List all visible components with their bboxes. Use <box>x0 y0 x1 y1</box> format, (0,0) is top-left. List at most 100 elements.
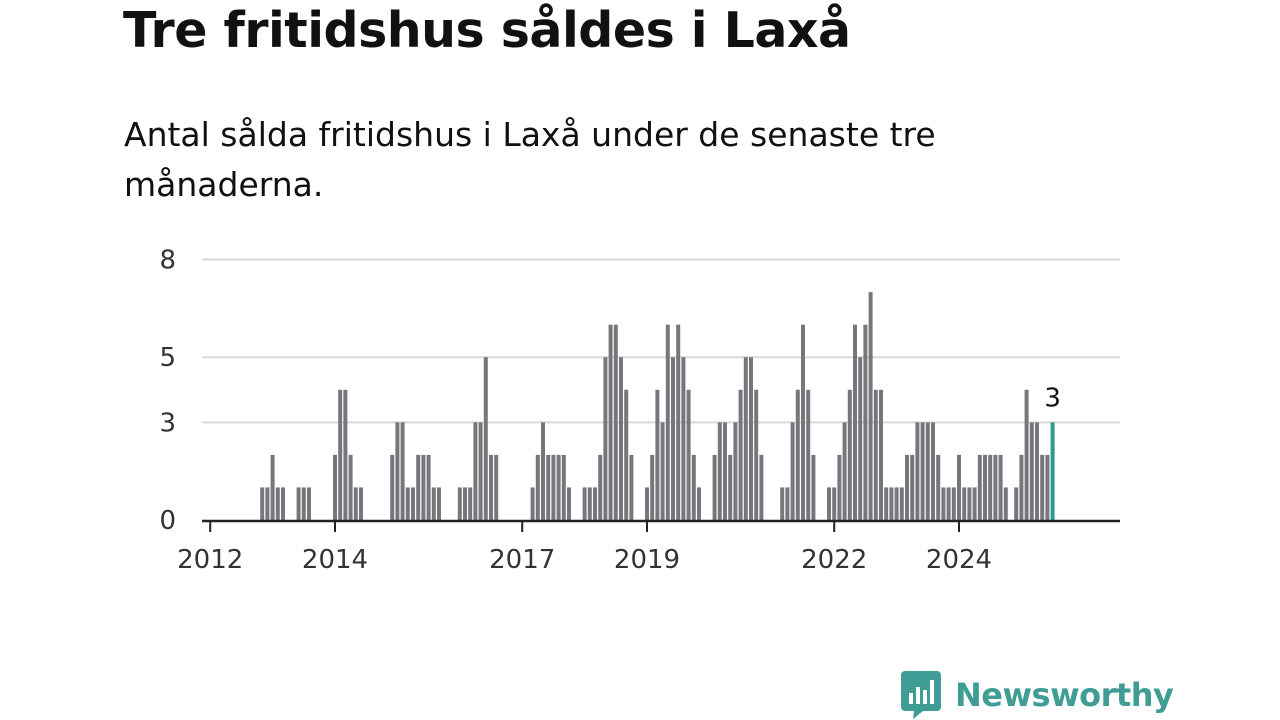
bar <box>946 487 951 520</box>
bar <box>535 454 540 520</box>
bar <box>587 487 592 520</box>
bar <box>915 422 920 520</box>
bar <box>728 454 733 520</box>
bar <box>977 454 982 520</box>
y-tick-label: 8 <box>159 246 176 276</box>
bar <box>853 324 857 520</box>
bar <box>925 422 930 520</box>
bar <box>957 454 961 520</box>
bar <box>790 422 795 520</box>
bar <box>301 487 306 520</box>
bar <box>494 454 499 520</box>
bar <box>936 454 941 520</box>
bar <box>743 357 748 520</box>
bar <box>395 422 400 520</box>
bar <box>998 454 1003 520</box>
bar <box>608 324 613 520</box>
chart-title: Tre fritidshus såldes i Laxå <box>123 2 851 59</box>
bar <box>457 487 462 520</box>
bar <box>899 487 904 520</box>
bar <box>598 454 603 520</box>
bar <box>270 454 275 520</box>
bar <box>483 357 488 520</box>
bar <box>359 487 363 520</box>
bar <box>988 454 993 520</box>
bar <box>712 454 717 520</box>
bar <box>858 357 863 520</box>
bar <box>530 487 535 520</box>
bar <box>665 324 670 520</box>
bar <box>650 454 655 520</box>
highlight-value-label: 3 <box>1044 383 1061 413</box>
bar <box>645 487 649 520</box>
bar <box>582 487 587 520</box>
x-axis-ticks: 2012 2014 2017 2019 2022 2024 <box>177 522 992 575</box>
bar <box>296 487 301 520</box>
bar <box>686 389 691 520</box>
chart-subtitle: Antal sålda fritidshus i Laxå under de s… <box>124 115 936 204</box>
bar <box>593 487 597 520</box>
bar <box>847 389 852 520</box>
bar <box>993 454 998 520</box>
bar <box>421 454 426 520</box>
bar <box>567 487 571 520</box>
bar <box>842 422 847 520</box>
bar <box>691 454 696 520</box>
x-tick-label: 2017 <box>489 545 555 575</box>
bar <box>671 357 675 520</box>
bar <box>1024 389 1029 520</box>
bar <box>556 454 561 520</box>
bar <box>884 487 889 520</box>
bar <box>951 487 956 520</box>
bar <box>894 487 899 520</box>
bar <box>416 454 421 520</box>
bar <box>889 487 894 520</box>
bar <box>489 454 493 520</box>
bar <box>795 389 800 520</box>
bar <box>333 454 337 520</box>
bar <box>785 487 790 520</box>
bar <box>353 487 358 520</box>
x-tick-label: 2024 <box>926 545 992 575</box>
bar <box>868 292 873 520</box>
bar <box>806 389 811 520</box>
y-tick-label: 3 <box>159 408 176 438</box>
bar <box>307 487 311 520</box>
bar <box>426 454 431 520</box>
bar <box>962 487 967 520</box>
y-axis-labels: 0 3 5 8 <box>159 246 176 536</box>
bar <box>811 454 816 520</box>
bar <box>1019 454 1024 520</box>
newsworthy-logo: Newsworthy <box>901 670 1174 720</box>
bar <box>780 487 785 520</box>
bar <box>1029 422 1034 520</box>
bar <box>463 487 467 520</box>
bar <box>676 324 681 520</box>
bar <box>411 487 415 520</box>
bar <box>473 422 478 520</box>
bar <box>655 389 660 520</box>
y-tick-label: 0 <box>159 506 176 536</box>
y-tick-label: 5 <box>159 343 176 373</box>
bar <box>265 487 270 520</box>
bar <box>551 454 556 520</box>
x-tick-label: 2012 <box>177 545 243 575</box>
bar <box>832 487 837 520</box>
bar-highlight <box>1050 422 1055 520</box>
bar <box>613 324 618 520</box>
bar <box>275 487 280 520</box>
bar <box>967 487 972 520</box>
bar <box>733 422 738 520</box>
x-tick-label: 2019 <box>614 545 680 575</box>
bar <box>1040 454 1045 520</box>
bar <box>873 389 878 520</box>
bar <box>837 454 842 520</box>
bar <box>697 487 701 520</box>
bar <box>343 389 348 520</box>
bar <box>801 324 805 520</box>
bar <box>478 422 483 520</box>
bars <box>260 292 1055 520</box>
bar <box>624 389 629 520</box>
bar <box>723 422 727 520</box>
bar <box>879 389 883 520</box>
